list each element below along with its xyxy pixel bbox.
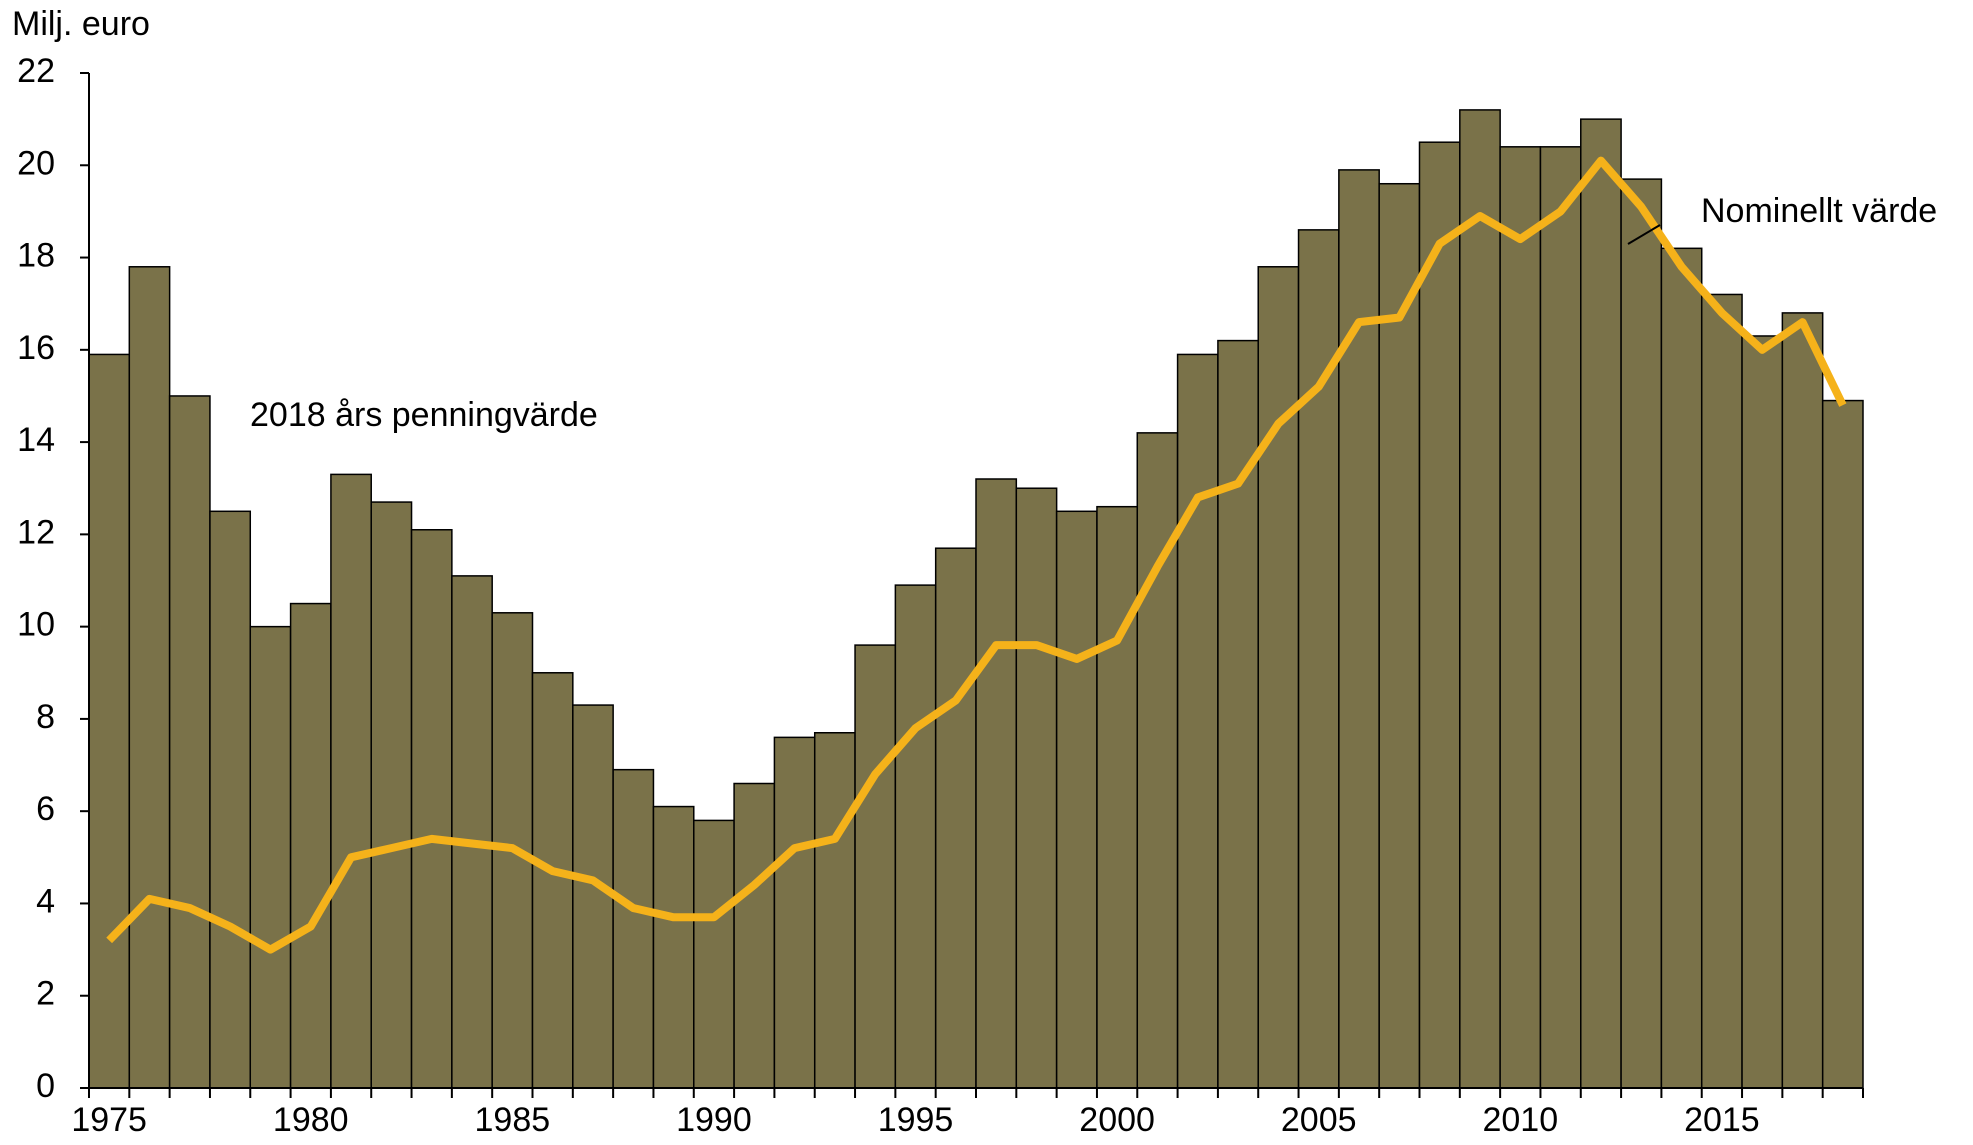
bar — [1660, 247, 1703, 1089]
bar — [370, 501, 413, 1089]
bar-series-label: 2018 års penningvärde — [250, 396, 598, 434]
bar — [733, 782, 776, 1089]
bar — [813, 732, 856, 1089]
x-tick-label: 1985 — [475, 1101, 551, 1139]
bar — [1096, 505, 1139, 1089]
bar — [572, 704, 614, 1089]
bar — [1499, 146, 1542, 1089]
x-tick-label: 1990 — [676, 1101, 752, 1139]
bar — [854, 644, 897, 1089]
x-tick-label: 1995 — [878, 1101, 954, 1139]
y-tick-label: 22 — [17, 52, 55, 90]
bar — [1015, 487, 1058, 1089]
bar — [1700, 293, 1743, 1089]
bar — [249, 625, 292, 1089]
x-tick-label: 2000 — [1079, 1101, 1155, 1139]
bar — [894, 584, 937, 1089]
bar — [289, 602, 332, 1089]
bar — [1539, 146, 1582, 1089]
bar — [693, 819, 735, 1089]
line-series-label: Nominellt värde — [1701, 192, 1937, 230]
bar — [773, 736, 816, 1089]
y-tick-label: 14 — [17, 421, 55, 459]
bar — [1418, 141, 1461, 1089]
line — [106, 156, 1847, 954]
bar — [1741, 335, 1784, 1089]
y-tick-label: 8 — [36, 698, 55, 736]
bar — [1338, 169, 1380, 1089]
y-tick-label: 20 — [17, 144, 55, 182]
y-tick-label: 6 — [36, 790, 55, 828]
bar — [1378, 182, 1421, 1089]
bar — [1257, 266, 1300, 1089]
y-tick-label: 16 — [17, 329, 55, 367]
x-tick-label: 1975 — [71, 1101, 147, 1139]
x-tick-label: 2010 — [1482, 1101, 1558, 1139]
bar — [451, 575, 493, 1089]
bar — [1136, 432, 1179, 1089]
bar — [1217, 339, 1259, 1089]
annotation-leader — [1627, 224, 1661, 245]
y-tick-label: 0 — [36, 1067, 55, 1105]
bar — [652, 805, 695, 1089]
bar — [1459, 109, 1501, 1089]
bar — [128, 266, 171, 1089]
bar — [1176, 353, 1219, 1089]
y-tick-label: 10 — [17, 606, 55, 644]
bar — [1055, 510, 1098, 1089]
bar — [168, 395, 211, 1089]
bar — [410, 529, 453, 1089]
bar — [1297, 229, 1340, 1089]
y-tick-label: 18 — [17, 237, 55, 275]
bar — [330, 473, 372, 1089]
bar — [1781, 312, 1824, 1089]
y-axis-label: Milj. euro — [12, 5, 150, 43]
bar — [1821, 399, 1864, 1089]
x-tick-label: 2005 — [1281, 1101, 1357, 1139]
bar — [88, 353, 131, 1089]
bar — [209, 510, 252, 1089]
bar — [612, 768, 655, 1089]
y-tick-label: 12 — [17, 513, 55, 551]
x-tick-label: 1980 — [273, 1101, 349, 1139]
y-tick-label: 4 — [36, 882, 55, 920]
bar — [1620, 178, 1663, 1089]
y-tick-label: 2 — [36, 975, 55, 1013]
bar — [934, 547, 977, 1089]
x-tick-label: 2015 — [1684, 1101, 1760, 1139]
bar — [531, 672, 574, 1089]
bar — [975, 478, 1018, 1089]
bar — [1580, 118, 1622, 1089]
